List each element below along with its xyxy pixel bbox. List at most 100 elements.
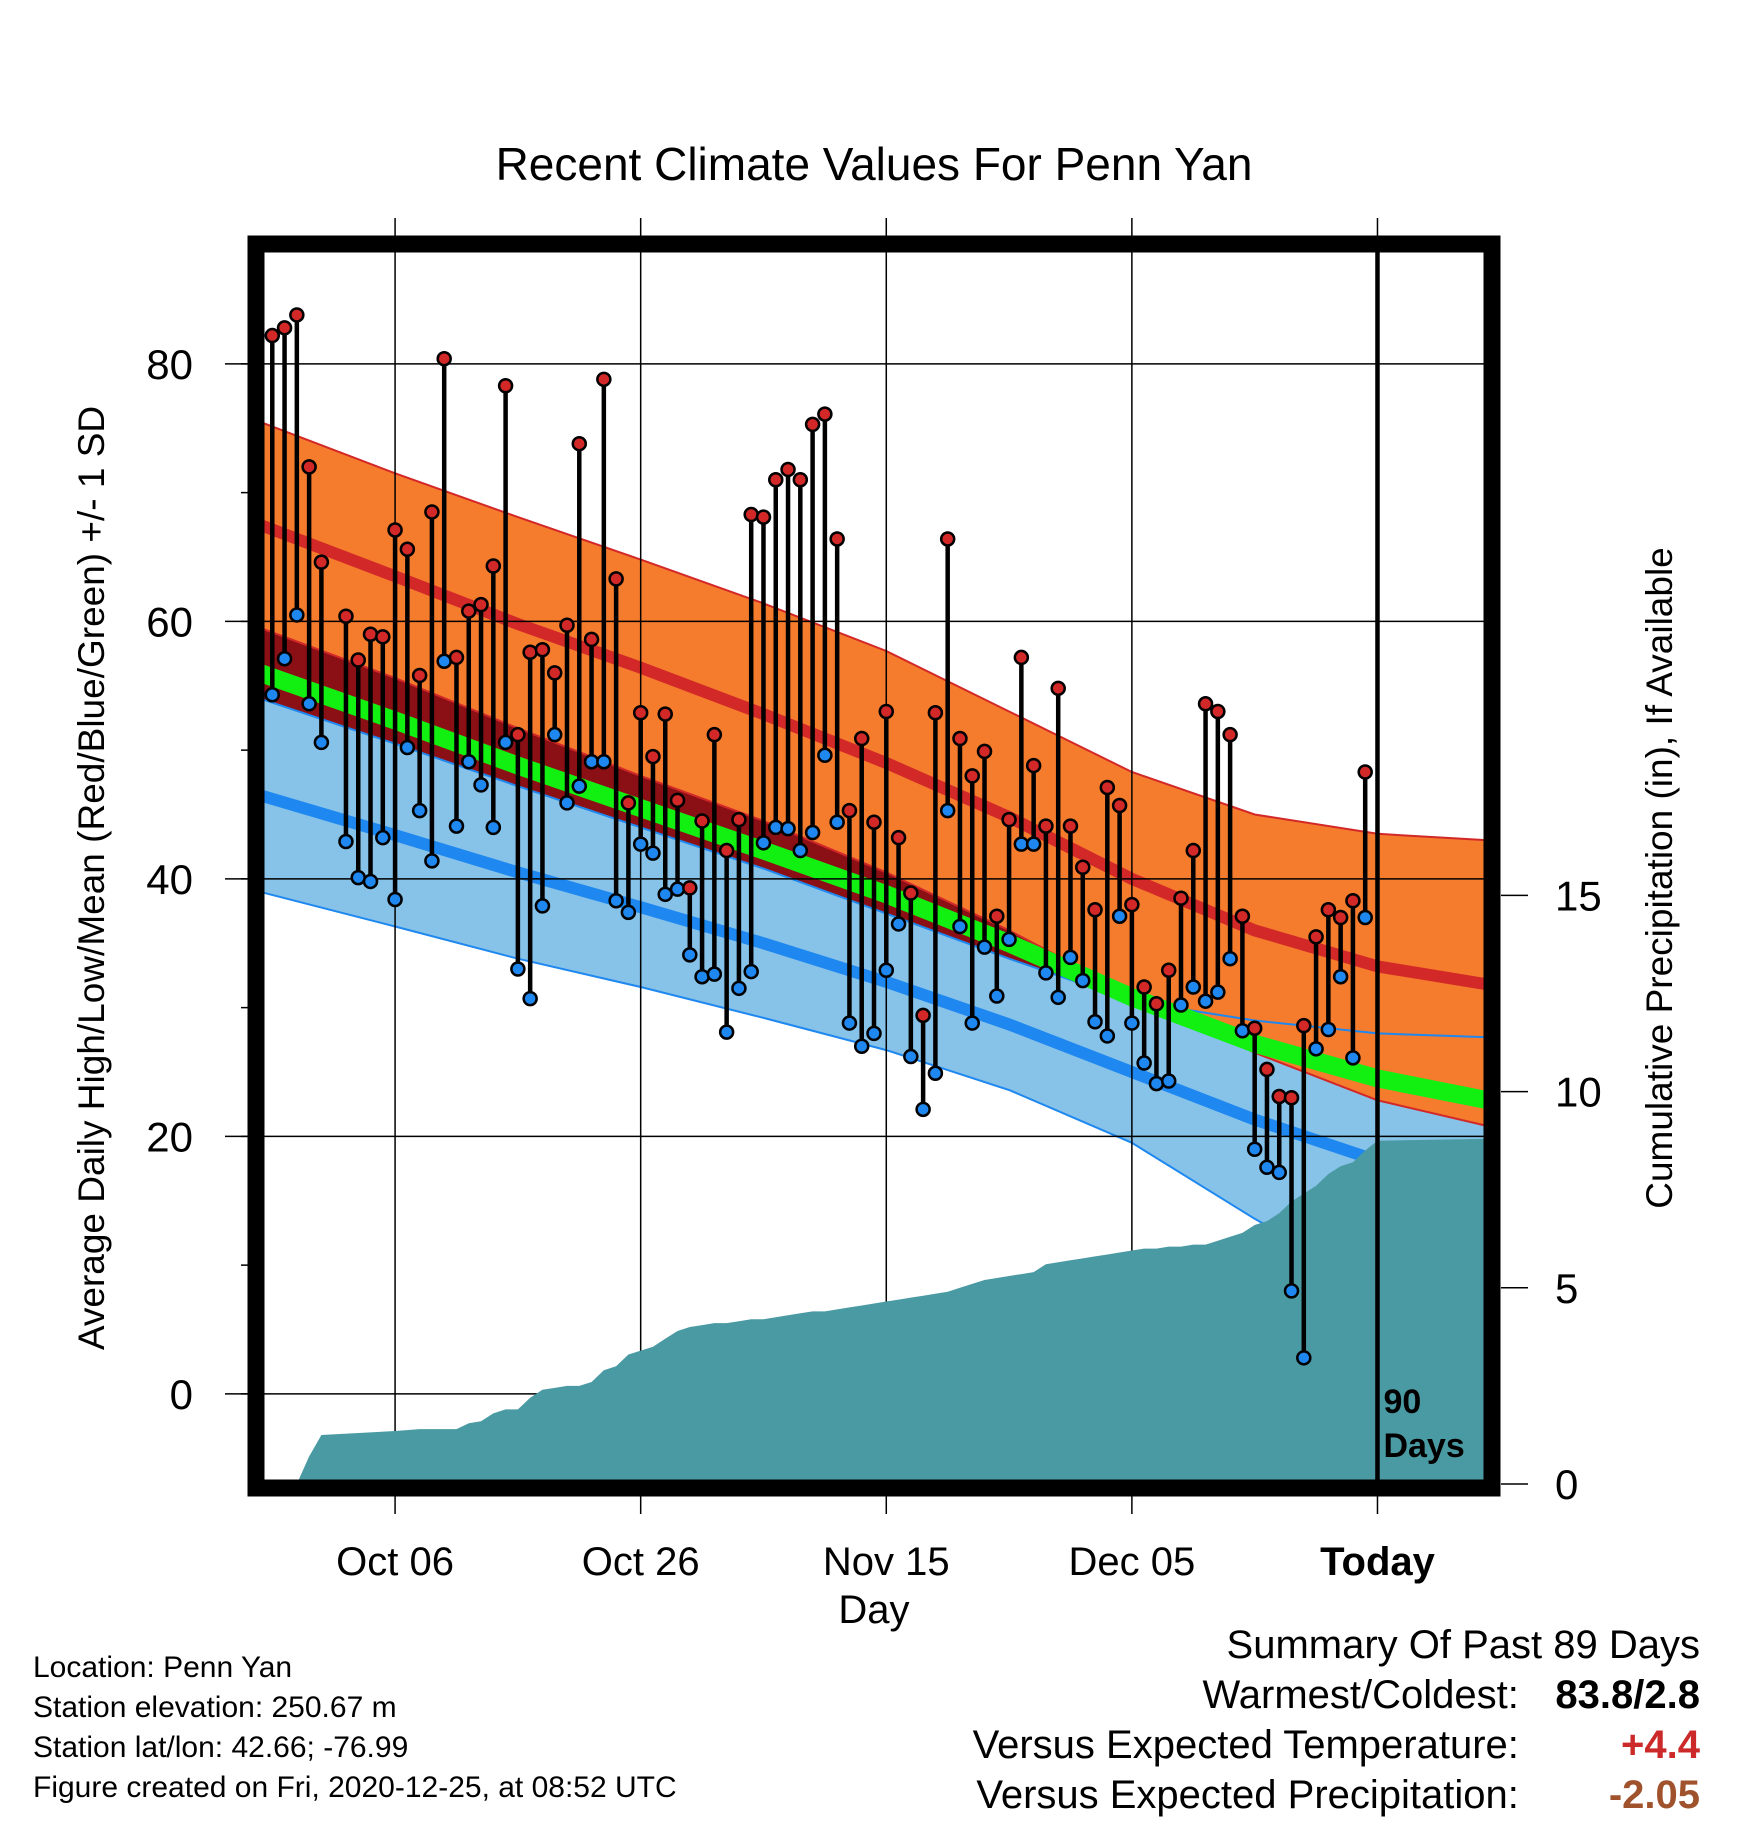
- daily-high-point: [1308, 929, 1324, 945]
- daily-high-point: [387, 522, 403, 538]
- daily-low-point: [890, 916, 907, 932]
- daily-low-point: [448, 818, 465, 834]
- today-marker-label: Days: [1383, 1427, 1464, 1465]
- daily-low-point: [559, 795, 575, 811]
- daily-low-point: [669, 881, 686, 897]
- daily-low-point: [473, 777, 489, 793]
- daily-low-point: [1259, 1159, 1275, 1176]
- y-tick-label: 60: [146, 598, 193, 645]
- x-tick-label: Nov 15: [823, 1540, 950, 1584]
- daily-low-point: [1210, 984, 1226, 1000]
- daily-high-point: [1124, 896, 1140, 913]
- daily-high-point: [1087, 902, 1103, 918]
- x-tick-label: Oct 26: [582, 1540, 700, 1584]
- daily-high-point: [375, 629, 391, 645]
- daily-low-point: [362, 873, 379, 890]
- summary-panel: Summary Of Past 89 Days Warmest/Coldest:…: [973, 1620, 1700, 1820]
- daily-low-point: [1296, 1350, 1312, 1366]
- daily-high-point: [829, 531, 845, 547]
- plot-border: [247, 235, 1501, 1497]
- daily-low-point: [399, 739, 416, 756]
- summary-title: Summary Of Past 89 Days: [1226, 1623, 1700, 1667]
- daily-low-point: [903, 1048, 919, 1065]
- daily-high-point: [608, 571, 624, 587]
- daily-high-point: [1062, 818, 1079, 834]
- daily-high-point: [448, 649, 465, 666]
- daily-high-point: [927, 705, 944, 721]
- x-tick-label: Dec 05: [1069, 1540, 1196, 1584]
- daily-low-point: [915, 1101, 931, 1118]
- daily-high-point: [706, 726, 723, 743]
- daily-high-point: [1259, 1061, 1275, 1078]
- daily-high-point: [645, 748, 661, 765]
- daily-high-point: [1160, 962, 1177, 979]
- daily-high-point: [1099, 779, 1116, 796]
- daily-high-point: [1050, 680, 1066, 697]
- daily-high-point: [1357, 764, 1373, 780]
- daily-low-point: [571, 778, 588, 794]
- daily-low-point: [1124, 1015, 1140, 1031]
- daily-low-point: [804, 824, 821, 841]
- daily-high-point: [289, 307, 305, 323]
- daily-low-point: [350, 869, 366, 886]
- daily-low-point: [952, 918, 968, 935]
- daily-low-point: [878, 962, 895, 979]
- daily-high-point: [890, 829, 907, 846]
- daily-high-point: [1197, 696, 1214, 712]
- daily-high-point: [768, 472, 784, 488]
- daily-high-point: [534, 641, 551, 658]
- daily-high-point: [755, 509, 772, 525]
- daily-high-point: [301, 459, 317, 475]
- warmest-value: 83.8/2.8: [1555, 1673, 1700, 1717]
- daily-low-point: [1062, 949, 1079, 966]
- daily-high-point: [866, 814, 882, 830]
- daily-low-point: [1160, 1073, 1177, 1089]
- daily-high-point: [510, 726, 526, 743]
- daily-high-point: [989, 908, 1005, 924]
- today-marker-label: 90: [1383, 1383, 1421, 1421]
- daily-low-point: [866, 1025, 882, 1042]
- daily-high-point: [559, 617, 575, 633]
- daily-low-point: [1271, 1164, 1287, 1181]
- daily-low-point: [632, 836, 649, 852]
- daily-high-point: [411, 667, 428, 684]
- x-tick-label: Oct 06: [336, 1540, 454, 1584]
- daily-low-point: [817, 747, 833, 764]
- daily-high-point: [792, 472, 809, 488]
- daily-low-point: [1111, 908, 1128, 924]
- daily-high-point: [915, 1007, 931, 1024]
- daily-low-point: [964, 1015, 980, 1031]
- daily-low-point: [1038, 965, 1054, 981]
- daily-high-point: [497, 378, 514, 394]
- daily-low-point: [645, 845, 661, 861]
- daily-low-point: [1148, 1075, 1165, 1092]
- axes: 0 20 40 60 80 Oct 06 Oct 26 Nov 15 Dec 05 Today 0 5…: [146, 341, 1601, 1584]
- daily-low-point: [1308, 1041, 1324, 1057]
- daily-low-point: [510, 961, 526, 977]
- daily-low-point: [375, 829, 391, 846]
- daily-high-point: [1013, 649, 1030, 666]
- daily-low-point: [411, 802, 428, 819]
- daily-low-point: [424, 853, 440, 869]
- daily-low-point: [768, 819, 784, 836]
- daily-high-point: [424, 504, 440, 520]
- chart-title: Recent Climate Values For Penn Yan: [496, 138, 1253, 190]
- daily-low-point: [755, 835, 772, 851]
- daily-low-point: [792, 842, 809, 859]
- daily-high-point: [1111, 797, 1128, 814]
- daily-low-point: [313, 734, 330, 751]
- daily-high-point: [903, 885, 919, 901]
- daily-high-point: [338, 608, 354, 624]
- daily-low-point: [596, 753, 612, 770]
- daily-low-point: [841, 1015, 858, 1031]
- daily-low-point: [743, 963, 759, 980]
- y2-axis-title: Cumulative Precipitation (in), If Availa…: [1639, 547, 1680, 1209]
- daily-high-point: [276, 320, 293, 336]
- created-text: Figure created on Fri, 2020-12-25, at 08…: [33, 1771, 677, 1804]
- daily-low-point: [276, 650, 293, 667]
- daily-low-point: [1087, 1014, 1103, 1030]
- daily-low-point: [1075, 972, 1091, 989]
- warmest-label: Warmest/Coldest:: [1202, 1673, 1519, 1717]
- daily-high-point: [804, 416, 821, 433]
